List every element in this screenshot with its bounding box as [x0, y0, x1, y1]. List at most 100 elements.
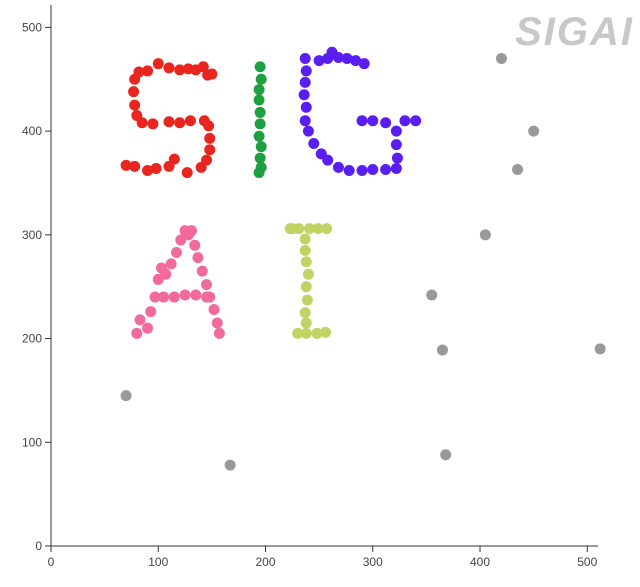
scatter-point [174, 64, 186, 76]
y-tick-label: 100 [22, 435, 42, 449]
scatter-point [302, 125, 314, 137]
scatter-point [299, 307, 311, 319]
x-tick-label: 200 [255, 555, 275, 569]
scatter-point [128, 86, 140, 98]
scatter-point [150, 162, 162, 174]
y-tick-label: 0 [35, 539, 42, 553]
y-tick-label: 400 [22, 124, 42, 138]
scatter-point [367, 163, 379, 175]
scatter-point [134, 314, 146, 326]
scatter-point [165, 258, 177, 270]
scatter-point [512, 163, 524, 175]
x-tick-label: 100 [148, 555, 168, 569]
scatter-point [426, 289, 438, 301]
scatter-point [440, 449, 452, 461]
scatter-point [179, 289, 191, 301]
scatter-point [145, 306, 157, 318]
scatter-point [255, 141, 267, 153]
scatter-point [120, 390, 132, 402]
scatter-point [299, 115, 311, 127]
scatter-point [254, 106, 266, 118]
x-ticks: 0 100 200 300 400 500 [48, 546, 598, 569]
scatter-point [308, 138, 320, 150]
scatter-point [254, 118, 266, 130]
series-3 [131, 225, 225, 339]
scatter-point [358, 58, 370, 70]
scatter-point [390, 162, 402, 174]
scatter-point [201, 279, 213, 291]
scatter-point [152, 58, 164, 70]
y-tick-label: 200 [22, 332, 42, 346]
scatter-point [253, 84, 265, 96]
scatter-point [356, 165, 368, 177]
scatter-point [321, 223, 333, 235]
x-tick-label: 300 [363, 555, 383, 569]
scatter-point [343, 165, 355, 177]
scatter-point [129, 99, 141, 111]
scatter-point [201, 154, 213, 166]
scatter-point [184, 115, 196, 127]
x-tick-label: 400 [470, 555, 490, 569]
scatter-point [313, 55, 325, 67]
series-2 [298, 46, 422, 177]
scatter-point [133, 66, 145, 78]
scatter-point [292, 327, 304, 339]
scatter-point [174, 117, 186, 129]
scatter-point [390, 125, 402, 137]
scatter-point [495, 52, 507, 64]
scatter-point [189, 239, 201, 251]
scatter-point [332, 161, 344, 173]
scatter-point [300, 281, 312, 293]
scatter-point [299, 52, 311, 64]
sigai-watermark-logo: SIGAI [515, 10, 634, 54]
scatter-point [253, 167, 265, 179]
scatter-point [204, 144, 216, 156]
series-0 [120, 58, 218, 179]
scatter-point [181, 167, 193, 179]
scatter-point [254, 152, 266, 164]
scatter-point [129, 160, 141, 172]
scatter-point [298, 89, 310, 101]
scatter-point [594, 343, 606, 355]
series-1 [253, 61, 267, 179]
scatter-point [311, 327, 323, 339]
scatter-point [299, 244, 311, 256]
scatter-point [253, 94, 265, 106]
scatter-point [254, 61, 266, 73]
scatter-point [142, 165, 154, 177]
scatter-point [204, 132, 216, 144]
series-4 [284, 223, 333, 339]
scatter-point [142, 65, 154, 77]
scatter-point [390, 139, 402, 151]
scatter-point [198, 115, 210, 127]
scatter-point [196, 265, 208, 277]
scatter-point [322, 154, 334, 166]
scatter-point [367, 115, 379, 127]
scatter-point [163, 116, 175, 128]
scatter-point [208, 304, 220, 316]
scatter-point [300, 101, 312, 113]
scatter-point [120, 159, 132, 171]
scatter-point [213, 327, 225, 339]
scatter-point [192, 252, 204, 264]
scatter-point [158, 291, 170, 303]
scatter-point [253, 130, 265, 142]
scatter-point [300, 65, 312, 77]
scatter-point [356, 115, 368, 127]
scatter-point [326, 46, 338, 58]
scatter-point [341, 52, 353, 64]
scatter-point [399, 115, 411, 127]
y-tick-label: 300 [22, 228, 42, 242]
scatter-point [380, 117, 392, 129]
scatter-point [286, 223, 298, 235]
scatter-point [201, 291, 213, 303]
x-tick-label: 500 [577, 555, 597, 569]
scatter-point [163, 62, 175, 74]
y-tick-label: 500 [22, 20, 42, 34]
scatter-point [436, 344, 448, 356]
scatter-point [168, 153, 180, 165]
scatter-point [410, 115, 422, 127]
scatter-point [206, 68, 218, 80]
series-5 [120, 52, 606, 471]
